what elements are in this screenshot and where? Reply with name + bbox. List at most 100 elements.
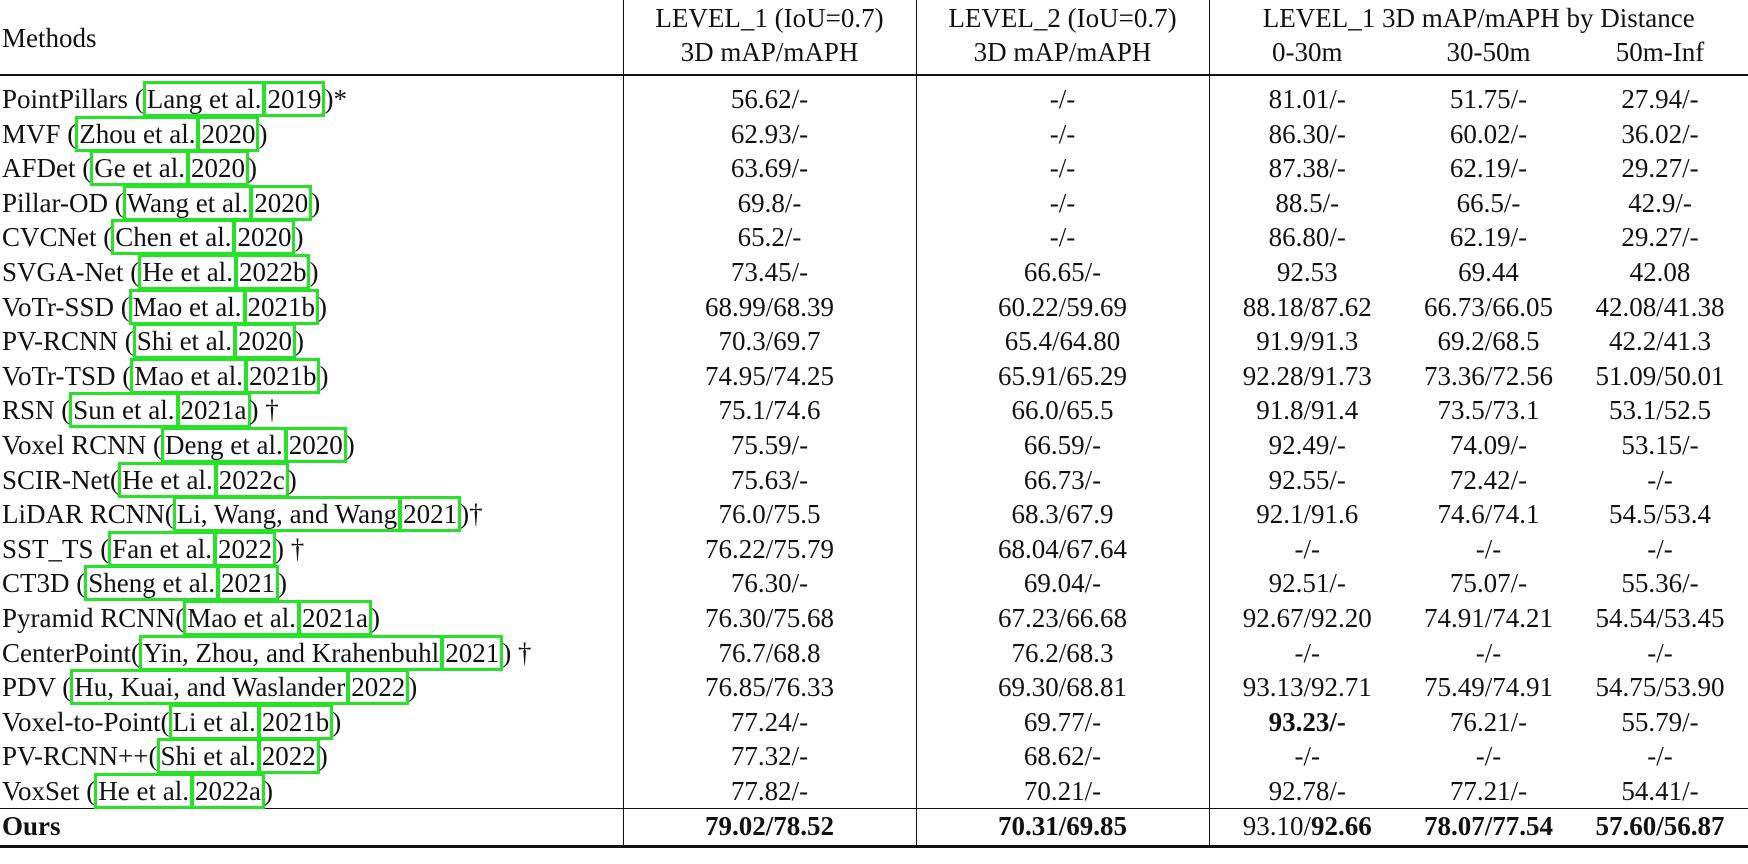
method-cell: CT3D (Sheng et al. 2021) [0,565,623,602]
method-name: PV-RCNN++( [2,741,158,772]
citation-year-link[interactable]: 2022 [347,669,410,706]
level1-value: 75.59/- [622,427,916,463]
level1-value: 62.93/- [622,116,916,152]
citation-year-link[interactable]: 2021b [243,288,319,325]
citation-authors-link[interactable]: Hu, Kuai, and Waslander [70,669,350,706]
method-cell: CenterPoint(Yin, Zhou, and Krahenbuhl 202… [0,634,623,671]
method-cell: Pillar-OD (Wang et al. 2020) [0,184,623,221]
citation-year-link[interactable]: 2020 [233,219,296,256]
distance-30-50-value: 69.2/68.5 [1437,326,1540,357]
citation-authors-link[interactable]: Fan et al. [108,530,217,567]
level1-value: 69.8/- [622,185,916,221]
distance-0-30-value: 93.13/92.71 [1208,670,1405,705]
citation-year-link[interactable]: 2022a [190,772,265,809]
level2-value: 68.62/- [915,739,1209,774]
level1-metric-header: 3D mAP/mAPH [622,35,916,76]
citation-year-link[interactable]: 2019 [263,81,326,117]
level1-value: 76.22/75.79 [622,531,916,567]
distance-50-inf-value: 53.15/- [1621,429,1699,460]
method-suffix: )† [460,499,483,530]
method-suffix: ) [318,741,328,772]
citation-authors-link[interactable]: He et al. [94,772,193,809]
table-row: VoxSet (He et al. 2022a) 77.82/- 70.21/- … [0,772,1748,809]
table-row: Voxel RCNN (Deng et al. 2020) 75.59/- 66.… [0,426,1748,463]
citation-year-link[interactable]: 2020 [197,115,260,152]
level1-header: LEVEL_1 (IoU=0.7) [622,0,916,35]
method-name: SVGA-Net ( [2,256,140,287]
citation-authors-link[interactable]: Sun et al. [69,392,179,429]
citation-authors-link[interactable]: Lang et al. [142,81,266,117]
citation-authors-link[interactable]: Shi et al. [156,738,260,775]
method-suffix: ) [345,429,355,460]
distance-0-30-value: -/- [1208,531,1405,567]
citation-year-link[interactable]: 2021a [176,392,251,429]
citation-year-link[interactable]: 2022b [234,253,311,290]
distance-50-inf-value: 42.2/41.3 [1608,326,1711,357]
citation-authors-link[interactable]: Zhou et al. [75,115,200,152]
citation-authors-link[interactable]: Shi et al. [132,323,237,360]
citation-authors-link[interactable]: He et al. [118,461,217,498]
distance-30-50-value: 73.36/72.56 [1423,360,1553,391]
distance-50-inf-value: 51.09/50.01 [1595,360,1725,391]
level1-value: 76.85/76.33 [622,670,916,705]
distance-50-inf-value: 42.08/41.38 [1595,291,1725,322]
method-name: CT3D ( [2,568,86,599]
method-suffix: ) [319,360,329,391]
citation-authors-link[interactable]: Mao et al. [183,599,300,636]
citation-year-link[interactable]: 2021b [257,703,334,740]
methods-header: Methods [0,0,623,76]
level2-metric-header: 3D mAP/mAPH [915,35,1209,76]
method-suffix: ) [332,706,342,737]
citation-year-link[interactable]: 2020 [234,323,297,360]
citation-authors-link[interactable]: Mao et al. [130,357,247,394]
distance-30-50-value: 72.42/- [1449,464,1528,495]
citation-authors-link[interactable]: Yin, Zhou, and Krahenbuhl [138,634,444,671]
distance-50-inf-value: -/- [1647,637,1673,668]
distance-0-30-value: 92.78/- [1208,773,1405,809]
citation-authors-link[interactable]: He et al. [138,253,237,290]
citation-authors-link[interactable]: Li et al. [168,703,260,740]
level1-value: 77.82/- [622,773,916,809]
citation-authors-link[interactable]: Sheng et al. [84,565,219,602]
citation-year-link[interactable]: 2021 [399,496,462,533]
citation-authors-link[interactable]: Chen et al. [111,219,236,256]
distance-0-30-value: 86.80/- [1208,220,1405,255]
header-row-top: Methods LEVEL_1 (IoU=0.7) LEVEL_2 (IoU=0… [0,0,1748,76]
citation-year-link[interactable]: 2020 [186,150,249,187]
citation-year-link[interactable]: 2021a [297,599,372,636]
level2-value: 66.65/- [915,254,1209,290]
level2-value: -/- [915,220,1209,255]
citation-authors-link[interactable]: Deng et al. [161,426,287,463]
citation-year-link[interactable]: 2020 [250,184,313,221]
citation-authors-link[interactable]: Mao et al. [128,288,246,325]
method-cell: AFDet (Ge et al. 2020) [0,150,623,187]
distance-0-30-value: 88.18/87.62 [1208,289,1405,325]
table-row: SST_TS (Fan et al. 2022) † 76.22/75.79 68… [0,530,1748,567]
method-suffix: ) † [502,637,532,668]
citation-year-link[interactable]: 2021 [441,634,504,671]
header-row-bottom: 3D mAP/mAPH 3D mAP/mAPH 0-30m 30-50m 50m… [0,35,1748,76]
citation-authors-link[interactable]: Li, Wang, and Wang [172,496,402,533]
citation-year-link[interactable]: 2020 [284,426,347,463]
citation-year-link[interactable]: 2022 [214,530,277,567]
citation-year-link[interactable]: 2021 [216,565,279,602]
method-name: SST_TS ( [2,533,110,564]
distance-0-30-value: 93.23/- [1208,704,1405,740]
citation-year-link[interactable]: 2022c [214,461,289,498]
citation-authors-link[interactable]: Wang et al. [122,184,253,221]
table-row: VoTr-TSD (Mao et al. 2021b) 74.95/74.25 6… [0,357,1748,394]
method-suffix: ) † [249,395,279,426]
ours-method: Ours [0,808,623,849]
method-cell: CVCNet (Chen et al. 2020) [0,219,623,256]
method-name: SCIR-Net( [2,464,119,495]
level2-value: 60.22/59.69 [915,289,1209,325]
method-cell: VoTr-SSD (Mao et al. 2021b) [0,288,623,325]
citation-year-link[interactable]: 2022 [257,738,320,775]
citation-year-link[interactable]: 2021b [244,357,321,394]
method-name: PV-RCNN ( [2,326,134,357]
ours-level1-value: 79.02/78.52 [622,808,916,849]
table-row: PointPillars (Lang et al. 2019)* 56.62/- … [0,81,1748,117]
method-cell: SCIR-Net(He et al. 2022c) [0,461,623,498]
citation-authors-link[interactable]: Ge et al. [90,150,189,187]
distance-30-50-value: -/- [1475,533,1502,564]
